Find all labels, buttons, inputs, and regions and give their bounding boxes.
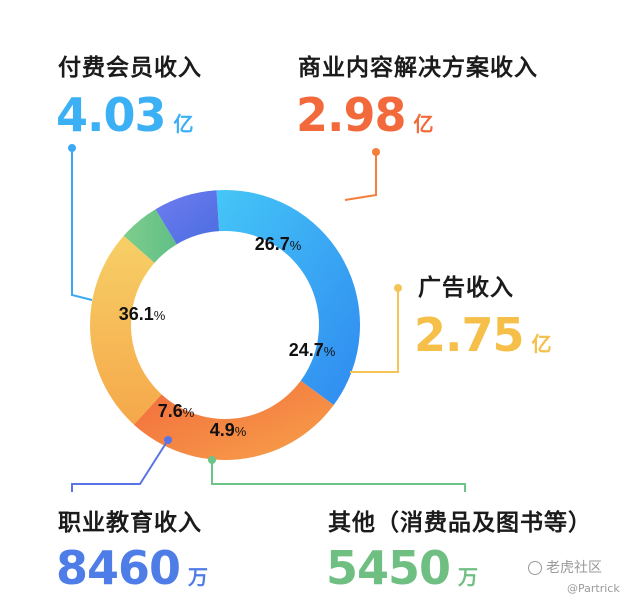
amount-ad-revenue-value: 2.75: [414, 308, 524, 362]
pct-label-content-solutions: 26.7%: [255, 234, 302, 254]
pct-label-other: 4.9%: [210, 420, 247, 440]
label-content-solutions-revenue: 商业内容解决方案收入: [298, 55, 538, 81]
amount-content-solutions-revenue-value: 2.98: [296, 88, 406, 142]
amount-member-revenue-unit: 亿: [173, 112, 194, 136]
watermark-site-text: 老虎社区: [546, 560, 602, 576]
connector-dot-other: [208, 456, 216, 464]
slice-ad: [90, 235, 162, 425]
slice-content-solutions: [133, 380, 334, 460]
connector-vocational-education: [71, 439, 169, 492]
amount-vocational-education-revenue: 8460 万: [56, 545, 208, 591]
watermark-handle: @Partrick: [567, 582, 620, 595]
connector-ad: [350, 288, 399, 373]
pct-label-vocational-education: 7.6%: [158, 401, 195, 421]
connector-dot-vocational-education: [164, 436, 172, 444]
connector-dot-ad: [394, 284, 402, 292]
label-member-revenue: 付费会员收入: [58, 55, 202, 81]
label-ad-revenue: 广告收入: [418, 275, 514, 301]
amount-ad-revenue: 2.75 亿: [414, 312, 552, 358]
amount-vocational-education-revenue-unit: 万: [188, 565, 209, 589]
amount-member-revenue-value: 4.03: [56, 88, 166, 142]
amount-ad-revenue-unit: 亿: [531, 332, 552, 356]
connector-dot-member: [68, 144, 76, 152]
connector-dot-content-solutions: [372, 148, 380, 156]
pct-label-member: 36.1%: [119, 304, 166, 324]
slice-member: [216, 190, 360, 406]
amount-content-solutions-revenue: 2.98 亿: [296, 92, 434, 138]
amount-other-revenue-unit: 万: [458, 565, 479, 589]
amount-vocational-education-revenue-value: 8460: [56, 541, 181, 595]
amount-content-solutions-revenue-unit: 亿: [413, 112, 434, 136]
amount-other-revenue-value: 5450: [326, 541, 451, 595]
connector-content-solutions: [344, 152, 377, 201]
slice-vocational-education: [155, 190, 220, 245]
connector-member: [71, 148, 93, 301]
amount-member-revenue: 4.03 亿: [56, 92, 194, 138]
connector-other: [211, 460, 466, 492]
watermark-logo-icon: [528, 561, 542, 575]
pct-label-ad: 24.7%: [289, 340, 336, 360]
label-vocational-education-revenue: 职业教育收入: [58, 510, 202, 536]
watermark-site: 老虎社区: [528, 557, 602, 577]
label-other-revenue: 其他（消费品及图书等）: [328, 510, 592, 536]
amount-other-revenue: 5450 万: [326, 545, 478, 591]
slice-other: [123, 209, 177, 263]
